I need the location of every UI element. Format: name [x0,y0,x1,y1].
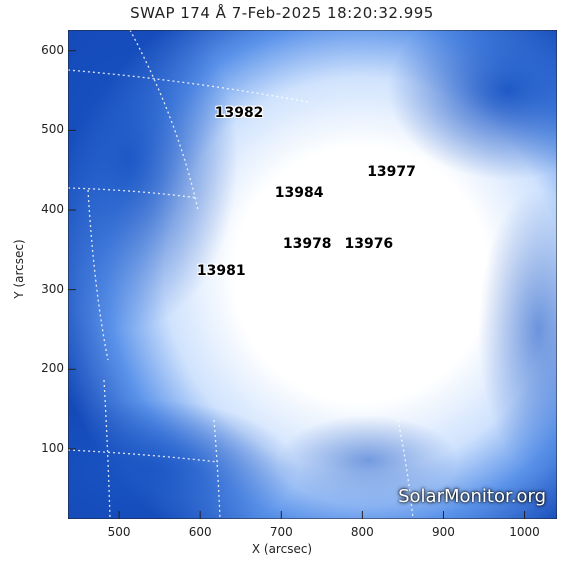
active-region-label: 13982 [214,105,264,122]
dark-region-bottom-center [278,415,458,505]
heliographic-grid [68,30,414,519]
x-tick-label: 700 [269,525,293,539]
x-axis-label: X (arcsec) [251,542,313,556]
x-tick-label: 500 [107,525,131,539]
x-tick-label: 600 [188,525,212,539]
active-region-label: 13981 [196,263,246,280]
x-tick-label: 1000 [509,525,540,539]
y-tick-label: 300 [41,281,64,296]
dark-region-top-right [388,30,557,180]
y-tick-label: 600 [41,42,64,57]
y-axis-label: Y (arcsec) [12,239,26,299]
active-region-label: 13976 [344,236,394,253]
active-region-label: 13977 [367,164,416,181]
credit-watermark: SolarMonitor.org [398,486,546,507]
active-region-label: 13978 [282,236,332,253]
x-tick-label: 900 [432,525,455,539]
dark-region-left [68,30,238,330]
plot-area [68,30,557,519]
x-tick-label: 800 [350,525,374,539]
dark-region-right [478,190,557,470]
dark-region-bottom-left [68,400,298,519]
y-tick-label: 100 [41,440,64,455]
active-region-label: 13984 [274,185,324,202]
y-tick-label: 200 [41,361,64,376]
y-tick-label: 500 [41,122,64,137]
y-tick-label: 400 [41,201,64,216]
image-title: SWAP 174 Å 7-Feb-2025 18:20:32.995 [130,4,434,22]
